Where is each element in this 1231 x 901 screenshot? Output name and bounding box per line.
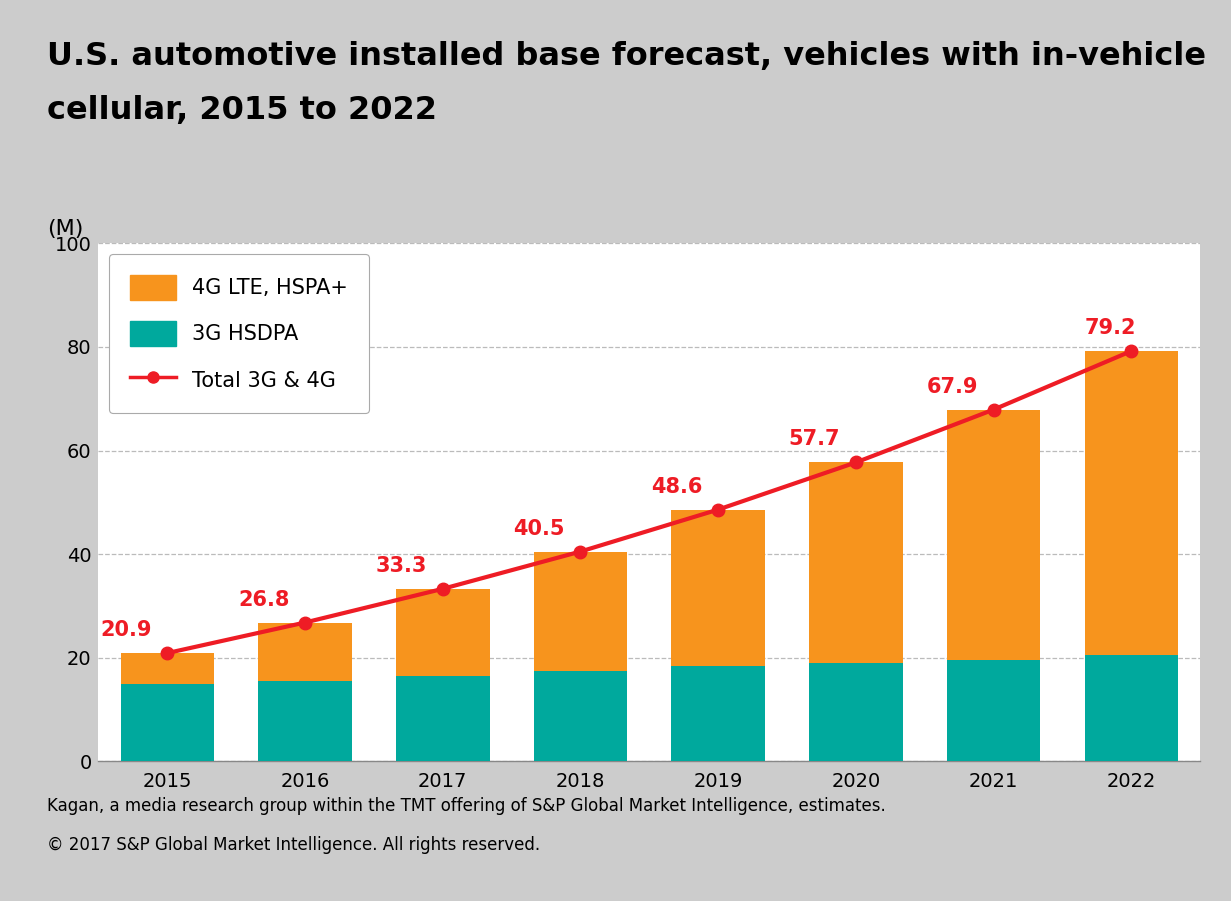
Bar	[396, 589, 490, 676]
Bar	[947, 660, 1040, 761]
Bar	[121, 653, 214, 684]
Text: 26.8: 26.8	[238, 589, 289, 610]
Bar	[259, 623, 352, 681]
Bar	[1085, 351, 1178, 655]
Text: 20.9: 20.9	[100, 620, 151, 640]
Text: 33.3: 33.3	[375, 556, 427, 576]
Bar	[947, 410, 1040, 660]
Text: © 2017 S&P Global Market Intelligence. All rights reserved.: © 2017 S&P Global Market Intelligence. A…	[47, 836, 540, 854]
Text: 40.5: 40.5	[513, 519, 565, 539]
Text: Kagan, a media research group within the TMT offering of S&P Global Market Intel: Kagan, a media research group within the…	[47, 797, 885, 815]
Text: cellular, 2015 to 2022: cellular, 2015 to 2022	[47, 95, 437, 125]
Bar	[534, 670, 628, 761]
Bar	[121, 684, 214, 761]
Text: 67.9: 67.9	[927, 377, 979, 396]
Bar	[396, 676, 490, 761]
Legend: 4G LTE, HSPA+, 3G HSDPA, Total 3G & 4G: 4G LTE, HSPA+, 3G HSDPA, Total 3G & 4G	[108, 254, 369, 414]
Text: 79.2: 79.2	[1085, 318, 1136, 338]
Bar	[1085, 655, 1178, 761]
Bar	[534, 551, 628, 670]
Bar	[809, 663, 902, 761]
Text: U.S. automotive installed base forecast, vehicles with in-vehicle: U.S. automotive installed base forecast,…	[47, 41, 1206, 71]
Bar	[671, 666, 764, 761]
Text: 48.6: 48.6	[651, 477, 703, 496]
Text: 57.7: 57.7	[789, 430, 841, 450]
Bar	[259, 681, 352, 761]
Bar	[809, 462, 902, 663]
Text: (M): (M)	[47, 219, 84, 239]
Bar	[671, 510, 764, 666]
